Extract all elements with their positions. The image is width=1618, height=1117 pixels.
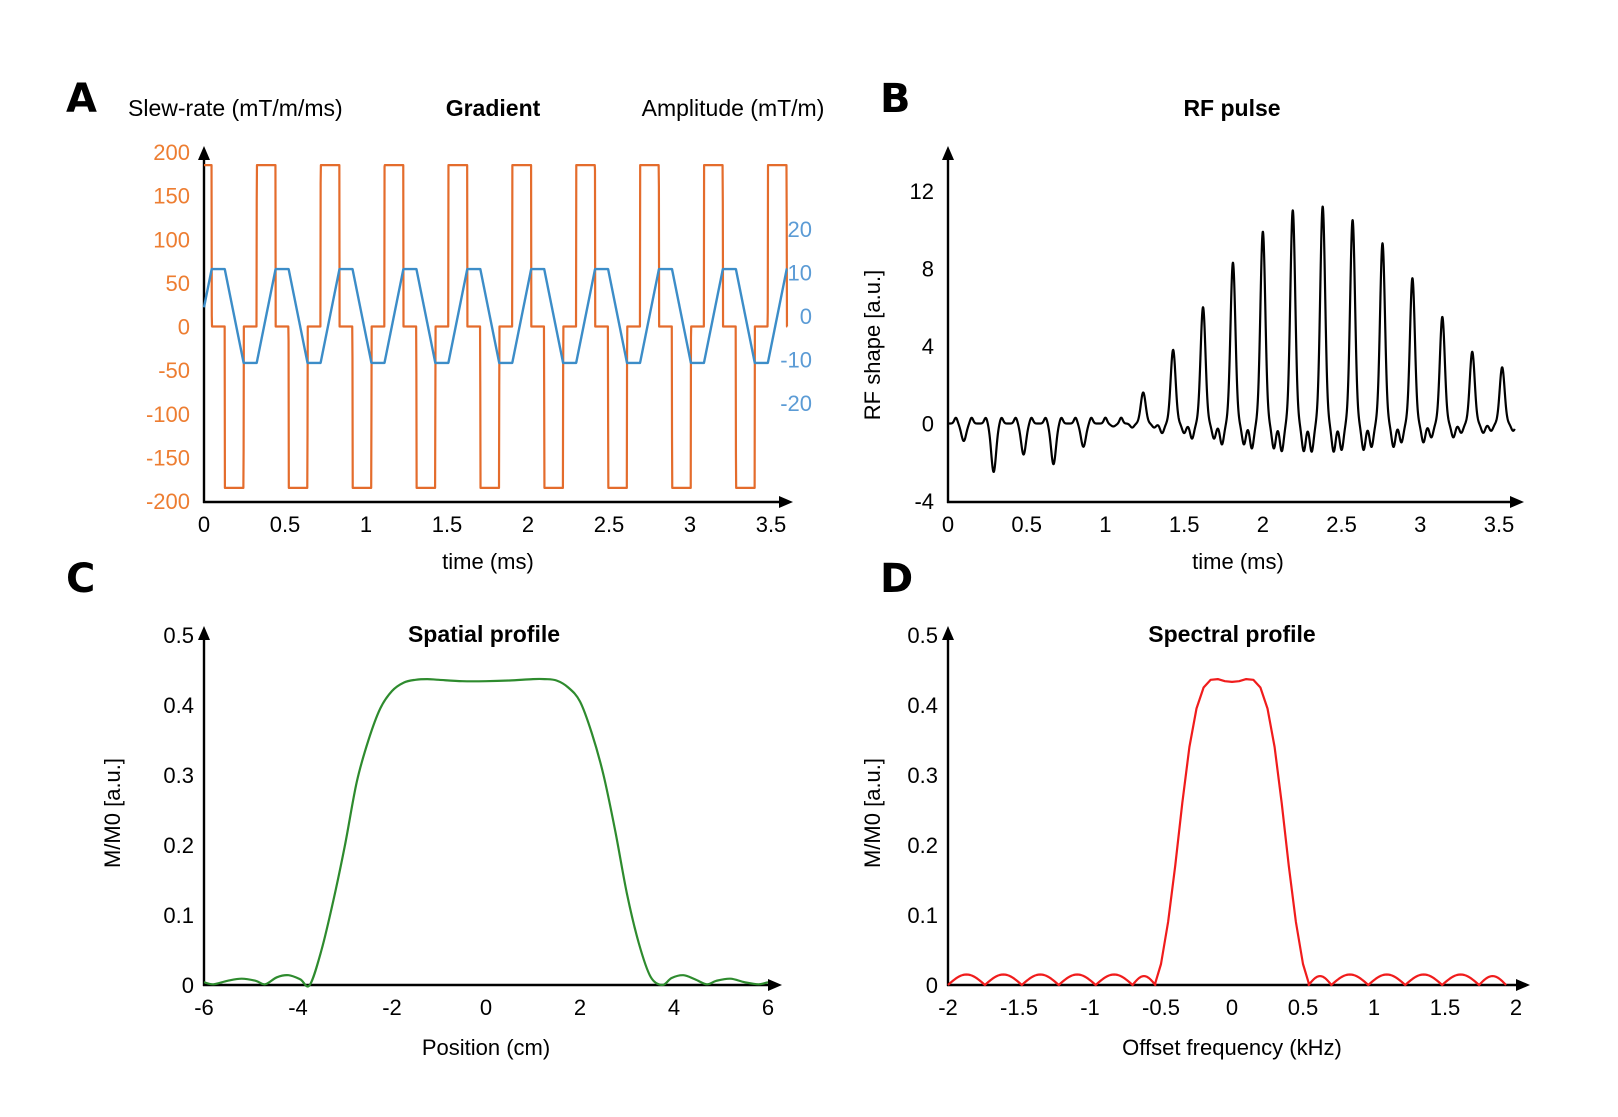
- spatial-profile-title: Spatial profile: [408, 621, 560, 647]
- panel-a-right-y-tick-label: 20: [788, 217, 812, 242]
- panel-d-y-tick-label: 0.3: [907, 763, 938, 788]
- panel-b-x-tick-label: 2: [1257, 512, 1269, 537]
- rf-pulse-title: RF pulse: [1183, 95, 1280, 121]
- panel-letter-d: D: [880, 556, 913, 602]
- panel-d-x-tick-label: 1: [1368, 995, 1380, 1020]
- spectral-profile-series-line: [947, 678, 1507, 987]
- panel-a-xlabel: time (ms): [442, 549, 534, 574]
- panel-d-x-tick-label: 0.5: [1288, 995, 1319, 1020]
- panel-a-left-y-tick-label: 100: [153, 227, 190, 252]
- panel-a-x-tick-label: 1.5: [432, 512, 463, 537]
- panel-c-y-axis-arrow-icon: [198, 626, 210, 640]
- panel-c-x-tick-label: -6: [194, 995, 214, 1020]
- panel-b-y-tick-label: 8: [922, 257, 934, 282]
- panel-b-y-tick-label: 4: [922, 334, 934, 359]
- panel-a-x-tick-label: 3.5: [756, 512, 787, 537]
- panel-d-y-axis-arrow-icon: [942, 626, 954, 640]
- slew-rate-axis-label: Slew-rate (mT/m/ms): [128, 95, 343, 121]
- panel-d-plot: -2 -1.5 -1 -0.5 0 0.5 1 1.5 2 0.5 0.4 0.3 0.2 0.1 0: [907, 623, 1530, 1020]
- panel-c-ylabel: M/M0 [a.u.]: [100, 758, 125, 868]
- panel-a-x-tick-label: 1: [360, 512, 372, 537]
- spatial-profile-series-line: [203, 677, 769, 988]
- panel-a-right-y-tick-label: 10: [788, 261, 812, 286]
- panel-d-x-axis-arrow-icon: [1516, 979, 1530, 991]
- panel-d-x-tick-label: 2: [1510, 995, 1522, 1020]
- panel-a-right-y-tick-label: -20: [780, 391, 812, 416]
- panel-a-left-y-tick-label: 200: [153, 140, 190, 165]
- panel-b-x-tick-label: 3: [1414, 512, 1426, 537]
- panel-b-y-tick-label: 12: [910, 179, 934, 204]
- panel-d-y-tick-label: 0: [926, 973, 938, 998]
- panel-d-y-tick-label: 0.2: [907, 833, 938, 858]
- panel-c-x-axis-arrow-icon: [768, 979, 782, 991]
- panel-b-plot: 0 0.5 1 1.5 2 2.5 3 3.5 12 8 4 0 -4: [910, 146, 1524, 537]
- panel-c-plot: -6 -4 -2 0 2 4 6 0.5 0.4 0.3 0.2 0.1 0: [163, 623, 782, 1020]
- panel-d-xlabel: Offset frequency (kHz): [1122, 1035, 1342, 1060]
- panel-d-y-tick-label: 0.1: [907, 903, 938, 928]
- amplitude-series-line: [202, 267, 789, 365]
- panel-b-x-tick-label: 1.5: [1169, 512, 1200, 537]
- panel-b-xlabel: time (ms): [1192, 549, 1284, 574]
- panel-d-x-tick-label: 1.5: [1430, 995, 1461, 1020]
- panel-letter-c: C: [66, 556, 95, 602]
- panel-b-x-axis-arrow-icon: [1510, 496, 1524, 508]
- panel-c-x-tick-label: -4: [288, 995, 308, 1020]
- panel-d-x-tick-label: -0.5: [1142, 995, 1180, 1020]
- panel-a-x-tick-label: 3: [684, 512, 696, 537]
- amplitude-axis-label: Amplitude (mT/m): [642, 95, 825, 121]
- panel-a-left-y-tick-label: 50: [166, 271, 190, 296]
- panel-c-y-tick-label: 0.5: [163, 623, 194, 648]
- panel-a-right-y-tick-label: -10: [780, 348, 812, 373]
- panel-b-ylabel: RF shape [a.u.]: [860, 270, 885, 420]
- panel-c-y-tick-label: 0.3: [163, 763, 194, 788]
- panel-a-left-y-tick-label: 0: [178, 315, 190, 340]
- panel-c-xlabel: Position (cm): [422, 1035, 550, 1060]
- panel-a-left-y-tick-label: -100: [146, 402, 190, 427]
- panel-a-x-tick-label: 0: [198, 512, 210, 537]
- panel-a-x-tick-label: 2.5: [594, 512, 625, 537]
- panel-c-y-tick-label: 0: [182, 973, 194, 998]
- panel-c-x-tick-label: 2: [574, 995, 586, 1020]
- panel-d-x-tick-label: -2: [938, 995, 958, 1020]
- slew-rate-series-line: [203, 163, 789, 490]
- panel-c-x-tick-label: 6: [762, 995, 774, 1020]
- panel-d-x-tick-label: -1: [1080, 995, 1100, 1020]
- panel-b-y-tick-label: -4: [914, 489, 934, 514]
- panel-a-x-tick-label: 2: [522, 512, 534, 537]
- panel-c-x-tick-label: 4: [668, 995, 680, 1020]
- panel-b-x-tick-label: 2.5: [1326, 512, 1357, 537]
- panel-a-y-axis-arrow-icon: [198, 146, 210, 160]
- panel-c-x-tick-label: 0: [480, 995, 492, 1020]
- gradient-title: Gradient: [446, 95, 541, 121]
- panel-a-left-y-tick-label: -50: [158, 358, 190, 383]
- spectral-profile-title: Spectral profile: [1148, 621, 1315, 647]
- panel-a-left-y-tick-label: 150: [153, 184, 190, 209]
- panel-a-x-tick-label: 0.5: [270, 512, 301, 537]
- panel-b-x-tick-label: 1: [1099, 512, 1111, 537]
- panel-d-x-tick-label: -1.5: [1000, 995, 1038, 1020]
- panel-letter-b: B: [880, 76, 911, 122]
- panel-a-right-y-tick-label: 0: [800, 304, 812, 329]
- panel-b-y-tick-label: 0: [922, 412, 934, 437]
- rf-pulse-series-line: [947, 205, 1516, 474]
- panel-b-y-axis-arrow-icon: [942, 146, 954, 160]
- panel-b-x-tick-label: 0.5: [1011, 512, 1042, 537]
- panel-c-y-tick-label: 0.1: [163, 903, 194, 928]
- panel-a-left-y-tick-label: -150: [146, 445, 190, 470]
- panel-d-x-tick-label: 0: [1226, 995, 1238, 1020]
- panel-a-left-y-tick-label: -200: [146, 489, 190, 514]
- panel-b-x-tick-label: 0: [942, 512, 954, 537]
- panel-a-plot: 0 0.5 1 1.5 2 2.5 3 3.5200150100500-50-100-150-…: [146, 140, 812, 537]
- panel-c-x-tick-label: -2: [382, 995, 402, 1020]
- panel-letter-a: A: [66, 76, 97, 122]
- panel-c-y-tick-label: 0.4: [163, 693, 194, 718]
- panel-d-y-tick-label: 0.5: [907, 623, 938, 648]
- panel-d-ylabel: M/M0 [a.u.]: [860, 758, 885, 868]
- panel-a-x-axis-arrow-icon: [779, 496, 793, 508]
- panel-d-y-tick-label: 0.4: [907, 693, 938, 718]
- panel-b-x-tick-label: 3.5: [1484, 512, 1515, 537]
- panel-c-y-tick-label: 0.2: [163, 833, 194, 858]
